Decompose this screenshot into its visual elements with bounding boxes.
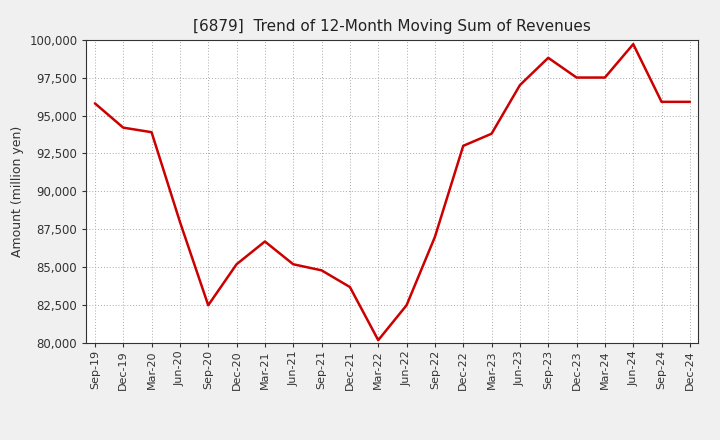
Title: [6879]  Trend of 12-Month Moving Sum of Revenues: [6879] Trend of 12-Month Moving Sum of R…	[194, 19, 591, 34]
Y-axis label: Amount (million yen): Amount (million yen)	[11, 126, 24, 257]
